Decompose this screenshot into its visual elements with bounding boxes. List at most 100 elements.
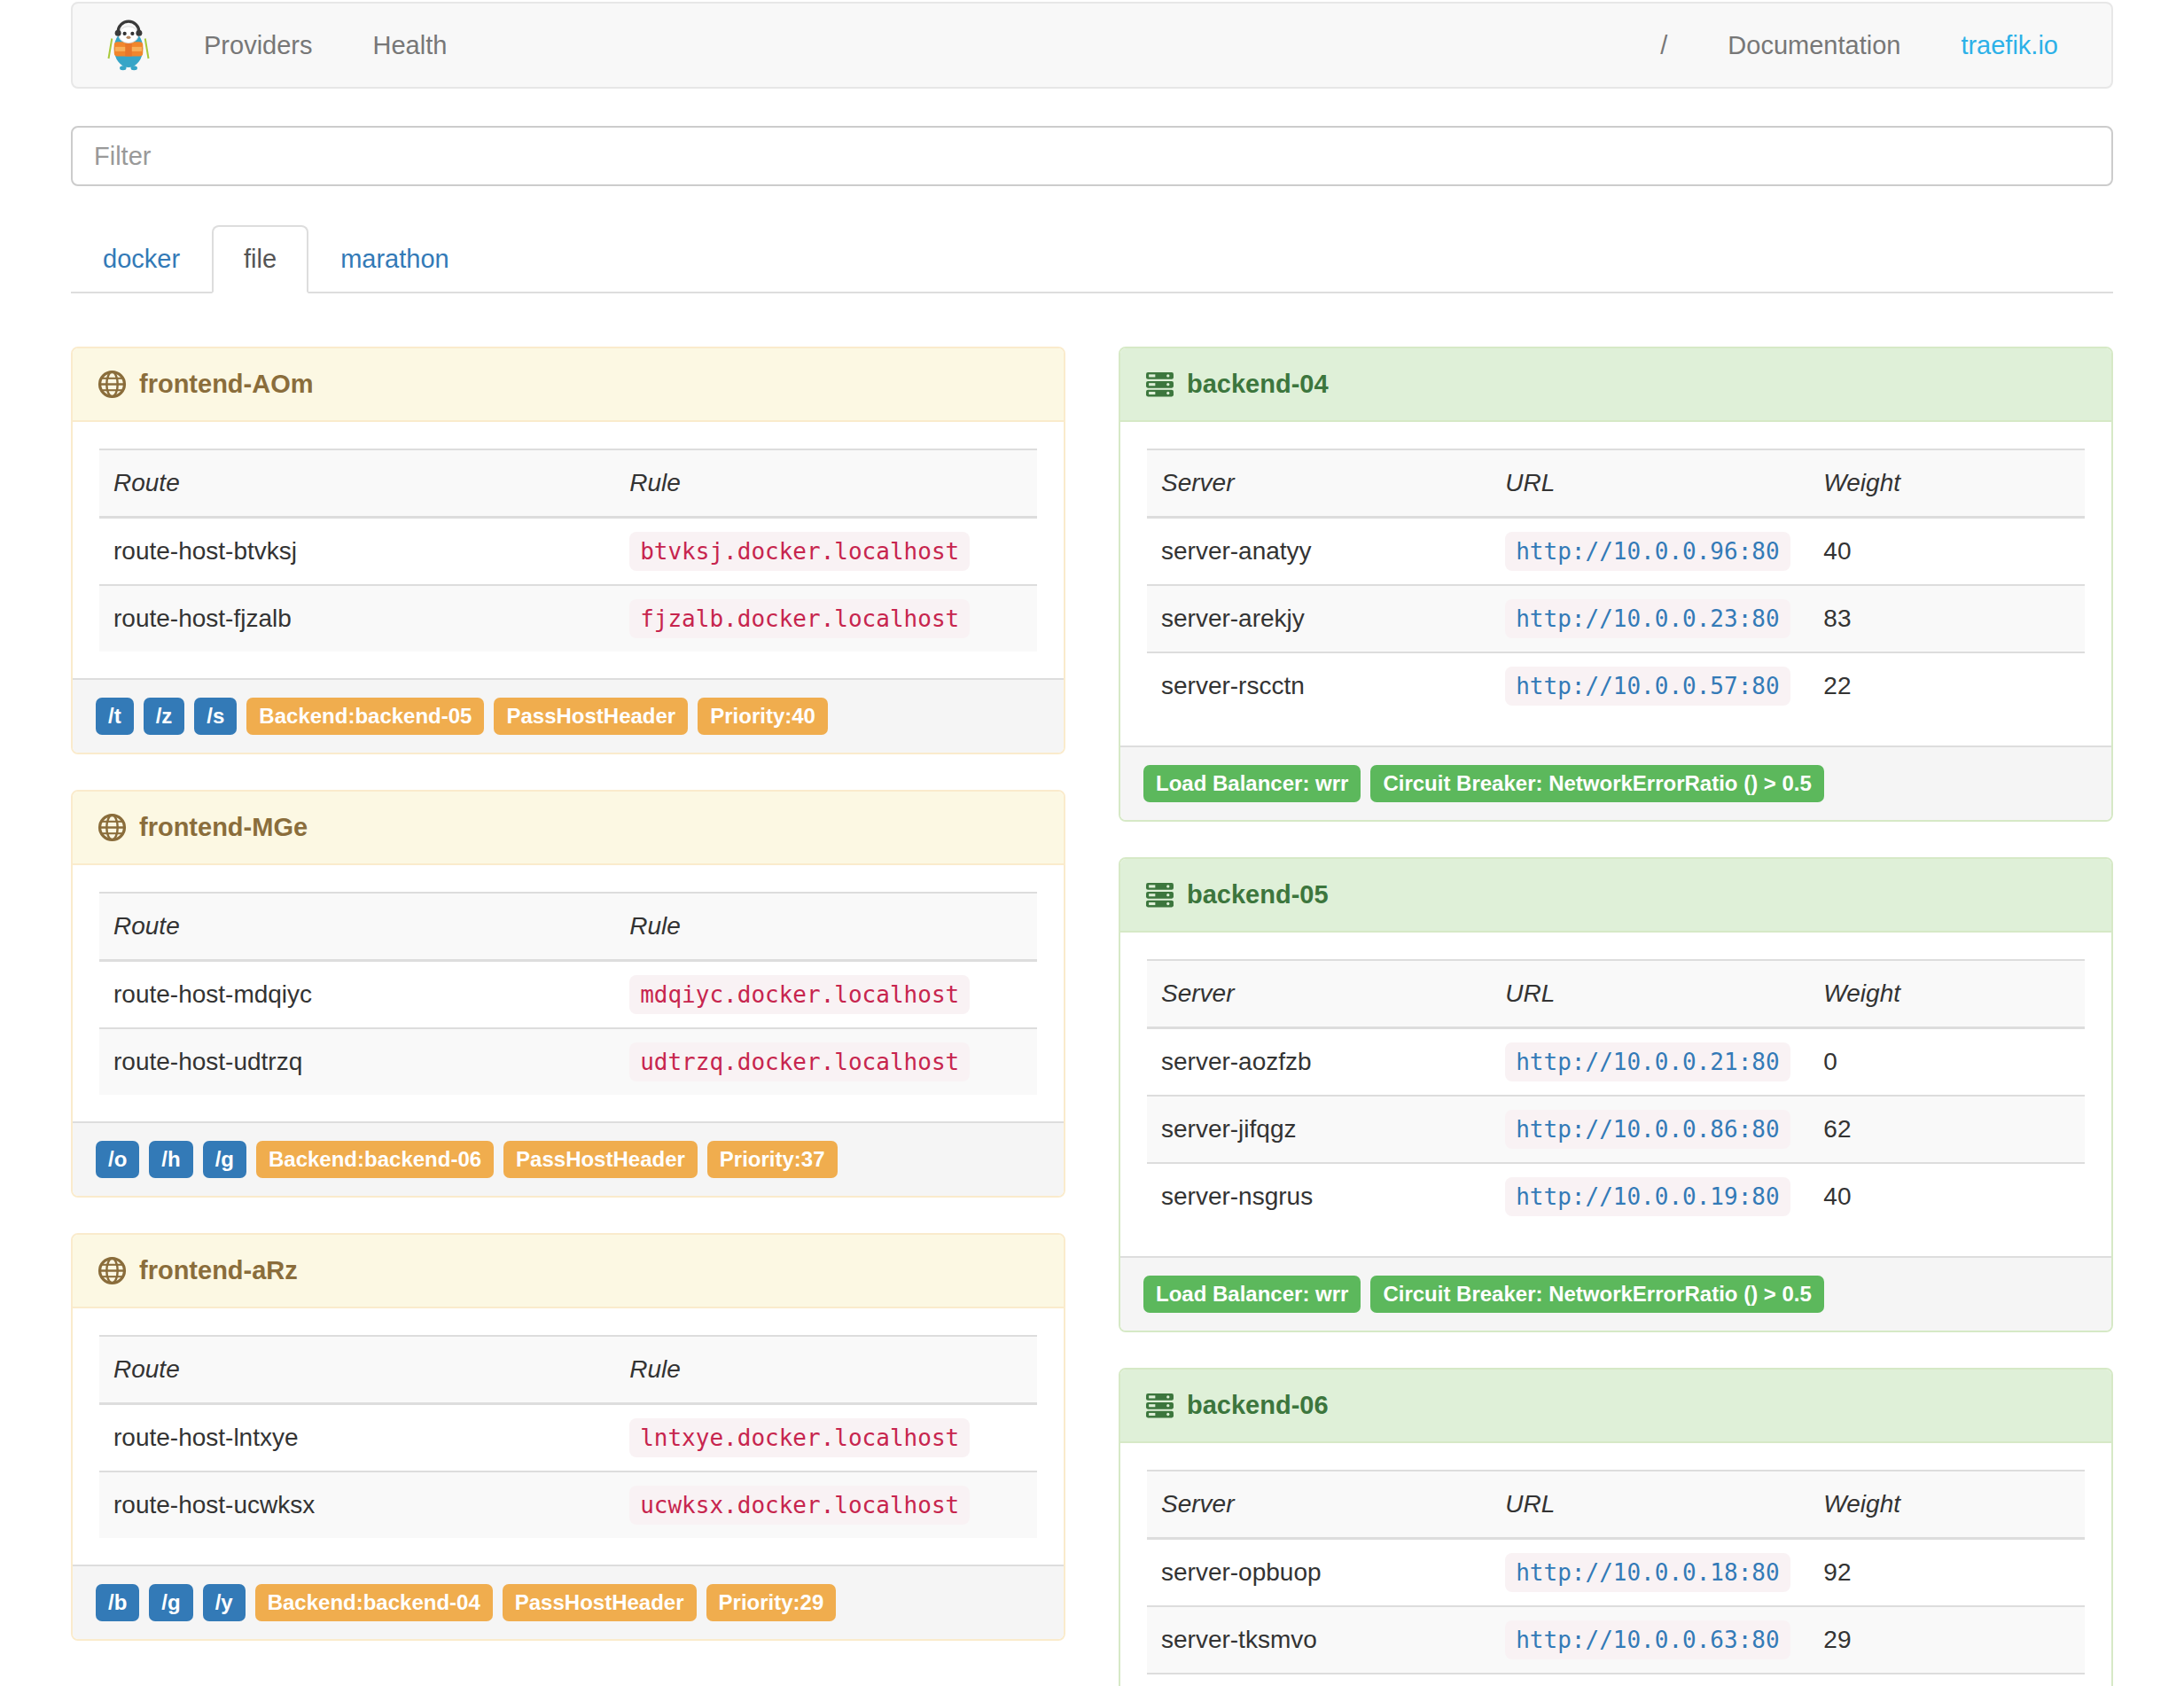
backend-tag-badge: Circuit Breaker: NetworkErrorRatio () > … <box>1370 765 1823 802</box>
backend-panel-footer: Load Balancer: wrrCircuit Breaker: Netwo… <box>1120 1256 2111 1331</box>
column-header-rule: Rule <box>615 449 1037 518</box>
frontend-tag-badge: Backend:backend-04 <box>255 1584 493 1621</box>
rule-cell: fjzalb.docker.localhost <box>615 585 1037 652</box>
column-header-route: Route <box>99 893 615 961</box>
column-header-weight: Weight <box>1809 449 2085 518</box>
column-header-rule: Rule <box>615 893 1037 961</box>
column-header-url: URL <box>1491 1471 1809 1539</box>
tab-label[interactable]: docker <box>71 225 212 293</box>
url-cell: http://10.0.0.57:80 <box>1491 652 1809 719</box>
backend-title: backend-04 <box>1187 370 1329 399</box>
backend-panel-footer: Load Balancer: wrrCircuit Breaker: Netwo… <box>1120 745 2111 820</box>
server-name: server-updomo <box>1147 1674 1491 1686</box>
route-row: route-host-lntxye lntxye.docker.localhost <box>99 1404 1037 1472</box>
routes-table: RouteRuleroute-host-btvksjbtvksj.docker.… <box>99 449 1037 652</box>
server-weight: 40 <box>1809 1163 2085 1229</box>
url-cell: http://10.0.0.18:80 <box>1491 1539 1809 1607</box>
server-url-link[interactable]: http://10.0.0.63:80 <box>1505 1626 1790 1653</box>
server-url-link[interactable]: http://10.0.0.18:80 <box>1505 1558 1790 1586</box>
server-row: server-anatyy http://10.0.0.96:80 40 <box>1147 518 2085 586</box>
server-url-link[interactable]: http://10.0.0.86:80 <box>1505 1115 1790 1143</box>
server-weight: 62 <box>1809 1096 2085 1163</box>
server-weight: 92 <box>1809 1539 2085 1607</box>
frontend-tag-badge: PassHostHeader <box>503 1141 698 1178</box>
backend-tag-badge: Load Balancer: wrr <box>1143 1276 1361 1313</box>
url-cell: http://10.0.0.63:80 <box>1491 1606 1809 1674</box>
servers-table: ServerURLWeightserver-aozfzbhttp://10.0.… <box>1147 959 2085 1229</box>
server-row: server-nsgrus http://10.0.0.19:80 40 <box>1147 1163 2085 1229</box>
server-url-link[interactable]: http://10.0.0.96:80 <box>1505 537 1790 565</box>
entrypoint-badge: /b <box>96 1584 139 1621</box>
server-icon <box>1145 1391 1174 1420</box>
entrypoint-badge: /s <box>194 698 237 735</box>
rule-value: lntxye.docker.localhost <box>629 1418 970 1457</box>
server-row: server-updomohttp://10.0.0.83:8057 <box>1147 1674 2085 1686</box>
frontend-tag-badge: PassHostHeader <box>503 1584 697 1621</box>
server-url: http://10.0.0.23:80 <box>1505 599 1790 638</box>
traefik-logo[interactable] <box>106 19 151 72</box>
nav-health[interactable]: Health <box>343 31 478 60</box>
tab-marathon[interactable]: marathon <box>308 225 481 292</box>
rule-cell: ucwksx.docker.localhost <box>615 1471 1037 1538</box>
tab-label[interactable]: marathon <box>308 225 481 293</box>
server-url-link[interactable]: http://10.0.0.57:80 <box>1505 672 1790 699</box>
server-url-link[interactable]: http://10.0.0.23:80 <box>1505 605 1790 632</box>
server-name: server-anatyy <box>1147 518 1491 586</box>
tab-file[interactable]: file <box>212 225 308 292</box>
route-name: route-host-ucwksx <box>99 1471 615 1538</box>
rule-cell: udtrzq.docker.localhost <box>615 1028 1037 1095</box>
server-url: http://10.0.0.96:80 <box>1505 532 1790 571</box>
frontend-panel-body: RouteRuleroute-host-btvksjbtvksj.docker.… <box>73 422 1064 678</box>
server-name: server-nsgrus <box>1147 1163 1491 1229</box>
server-name: server-rscctn <box>1147 652 1491 719</box>
frontends-column: frontend-AOmRouteRuleroute-host-btvksjbt… <box>71 347 1065 1676</box>
route-row: route-host-fjzalbfjzalb.docker.localhost <box>99 585 1037 652</box>
url-cell: http://10.0.0.21:80 <box>1491 1028 1809 1097</box>
filter-input[interactable] <box>71 126 2113 186</box>
servers-header-row: ServerURLWeight <box>1147 1471 2085 1539</box>
entrypoint-badge: /y <box>203 1584 246 1621</box>
entrypoint-badge: /o <box>96 1141 139 1178</box>
frontend-panel: frontend-AOmRouteRuleroute-host-btvksjbt… <box>71 347 1065 754</box>
backend-panel-heading: backend-04 <box>1120 348 2111 422</box>
backend-panel-body: ServerURLWeightserver-anatyy http://10.0.… <box>1120 422 2111 745</box>
frontend-panel: frontend-aRz RouteRuleroute-host-lntxye ln… <box>71 1233 1065 1641</box>
routes-header-row: RouteRule <box>99 1336 1037 1404</box>
provider-tabs: dockerfilemarathon <box>71 225 2113 293</box>
server-url-link[interactable]: http://10.0.0.19:80 <box>1505 1183 1790 1210</box>
column-header-route: Route <box>99 1336 615 1404</box>
entrypoint-badge: /g <box>203 1141 246 1178</box>
nav-separator: / <box>1630 31 1697 60</box>
frontend-tag-badge: Backend:backend-05 <box>246 698 484 735</box>
route-row: route-host-ucwksxucwksx.docker.localhost <box>99 1471 1037 1538</box>
column-header-route: Route <box>99 449 615 518</box>
navbar: Providers Health / Documentation traefik… <box>71 2 2113 89</box>
routes-table: RouteRuleroute-host-lntxye lntxye.docker.… <box>99 1335 1037 1538</box>
column-header-server: Server <box>1147 449 1491 518</box>
frontend-panel-heading: frontend-MGe <box>73 792 1064 865</box>
tab-label[interactable]: file <box>212 225 308 293</box>
frontend-tag-badge: Priority:29 <box>706 1584 837 1621</box>
nav-documentation[interactable]: Documentation <box>1697 31 1930 60</box>
nav-providers[interactable]: Providers <box>174 31 343 60</box>
server-name: server-tksmvo <box>1147 1606 1491 1674</box>
server-icon <box>1145 880 1174 909</box>
servers-header-row: ServerURLWeight <box>1147 449 2085 518</box>
rule-value: fjzalb.docker.localhost <box>629 599 970 638</box>
entrypoint-badge: /h <box>149 1141 192 1178</box>
server-url: http://10.0.0.86:80 <box>1505 1110 1790 1149</box>
frontend-panel: frontend-MGeRouteRuleroute-host-mdqiycmd… <box>71 790 1065 1198</box>
route-name: route-host-mdqiyc <box>99 961 615 1029</box>
tab-docker[interactable]: docker <box>71 225 212 292</box>
route-name: route-host-lntxye <box>99 1404 615 1472</box>
route-name: route-host-btvksj <box>99 518 615 586</box>
server-weight: 40 <box>1809 518 2085 586</box>
server-name: server-aozfzb <box>1147 1028 1491 1097</box>
nav-traefik-io[interactable]: traefik.io <box>1930 31 2088 60</box>
server-url-link[interactable]: http://10.0.0.21:80 <box>1505 1048 1790 1075</box>
frontend-title: frontend-aRz <box>139 1256 298 1285</box>
column-header-server: Server <box>1147 1471 1491 1539</box>
server-name: server-opbuop <box>1147 1539 1491 1607</box>
backend-tag-badge: Load Balancer: wrr <box>1143 765 1361 802</box>
frontend-tag-badge: Priority:40 <box>698 698 828 735</box>
